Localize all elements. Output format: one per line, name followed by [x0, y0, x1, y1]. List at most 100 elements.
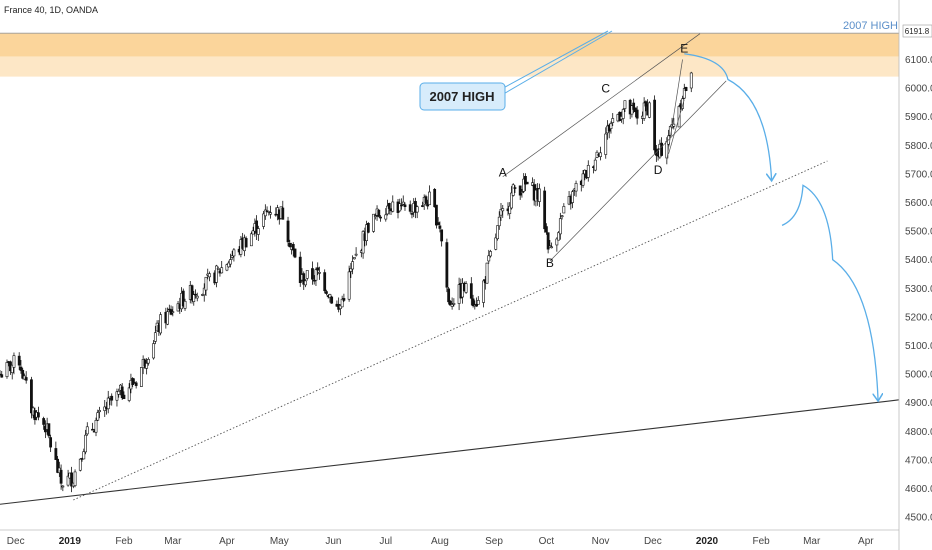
candle-body	[94, 420, 98, 433]
candles-layer	[0, 71, 693, 493]
candle-body	[291, 244, 295, 251]
chart-title: France 40, 1D, OANDA	[4, 5, 98, 15]
candle-body	[230, 255, 234, 258]
candle-body	[452, 303, 456, 305]
candle-body	[192, 294, 196, 302]
callout-text: 2007 HIGH	[429, 89, 494, 104]
candle-body	[54, 448, 58, 460]
candle-body	[73, 471, 77, 486]
candle-body	[487, 255, 491, 262]
candle-body	[323, 272, 327, 292]
candle-body	[354, 253, 358, 256]
candle-body	[183, 300, 187, 309]
candle-body	[49, 437, 53, 448]
candle-body	[499, 209, 503, 216]
candle-body	[440, 229, 444, 242]
candle-body	[379, 216, 382, 219]
candle-body	[96, 412, 100, 421]
candle-body	[531, 182, 534, 186]
y-tick-label: 4500.0	[905, 513, 932, 524]
x-tick-label: Feb	[752, 536, 770, 547]
candle-body	[325, 291, 328, 294]
candle-body	[560, 215, 564, 218]
candle-body	[366, 223, 370, 233]
projection-path-second-leg[interactable]	[781, 184, 878, 400]
candle-body	[653, 99, 657, 151]
candle-body	[586, 165, 590, 178]
candle-body	[511, 184, 515, 196]
candle-body	[204, 276, 208, 291]
trendline[interactable]	[502, 33, 701, 178]
candle-body	[546, 232, 550, 250]
candle-body	[115, 391, 119, 401]
candle-body	[143, 359, 147, 367]
candle-body	[229, 259, 232, 265]
candle-body	[195, 295, 199, 299]
candle-body	[131, 378, 135, 385]
candle-body	[47, 423, 51, 437]
trendline[interactable]	[549, 80, 727, 262]
projection-path-first-leg[interactable]	[684, 53, 771, 180]
candle-body	[24, 377, 28, 381]
candle-body	[311, 268, 314, 280]
candle-body	[471, 298, 475, 306]
resistance-zone-layer	[0, 32, 899, 77]
candle-body	[330, 296, 334, 304]
candle-body	[377, 209, 381, 217]
callout[interactable]: 2007 HIGH	[419, 30, 613, 111]
trendline[interactable]	[0, 399, 900, 505]
candle-body	[421, 205, 424, 207]
candle-body	[489, 251, 492, 257]
candle-body	[298, 256, 302, 284]
candle-body	[190, 285, 194, 301]
candle-body	[510, 192, 513, 209]
candle-body	[372, 213, 375, 232]
x-tick-label: Jul	[379, 536, 392, 547]
candle-body	[202, 287, 206, 296]
candle-body	[555, 238, 559, 246]
callout-box[interactable]	[419, 82, 506, 111]
x-tick-label: 2020	[696, 536, 719, 547]
candle-body	[635, 109, 639, 119]
candle-body	[524, 176, 527, 185]
candle-body	[689, 72, 693, 89]
candle-body	[398, 203, 402, 212]
candle-body	[520, 191, 524, 193]
candle-body	[401, 201, 405, 205]
trendline[interactable]	[668, 99, 685, 154]
y-tick-label: 5700.0	[905, 169, 932, 180]
candle-body	[21, 369, 25, 379]
trendline[interactable]	[73, 160, 828, 501]
candle-body	[435, 204, 438, 226]
candle-body	[146, 359, 150, 364]
resistance-zone-upper	[0, 33, 899, 57]
candle-body	[244, 238, 248, 248]
candle-body	[227, 262, 231, 268]
candle-body	[593, 159, 597, 171]
x-tick-label: Nov	[592, 536, 610, 547]
trendline[interactable]	[666, 59, 683, 160]
y-tick-label: 4800.0	[905, 427, 932, 438]
x-tick-label: Dec	[644, 536, 662, 547]
wave-labels-layer: A B C D E	[499, 41, 689, 270]
candle-body	[525, 181, 529, 185]
candle-body	[621, 109, 625, 119]
candle-body	[216, 267, 220, 270]
x-tick-label: 2019	[59, 536, 82, 547]
last-price-badge-box	[902, 24, 932, 38]
candle-body	[415, 206, 419, 213]
candle-body	[17, 355, 21, 366]
candle-body	[281, 207, 285, 220]
candle-body	[550, 246, 554, 249]
candle-body	[181, 290, 185, 307]
candle-body	[274, 213, 278, 216]
candle-body	[262, 213, 265, 227]
candle-body	[501, 208, 505, 212]
candle-body	[318, 272, 321, 274]
candle-body	[312, 279, 316, 282]
candle-body	[171, 311, 175, 313]
candle-body	[681, 98, 684, 109]
candle-body	[263, 209, 267, 217]
